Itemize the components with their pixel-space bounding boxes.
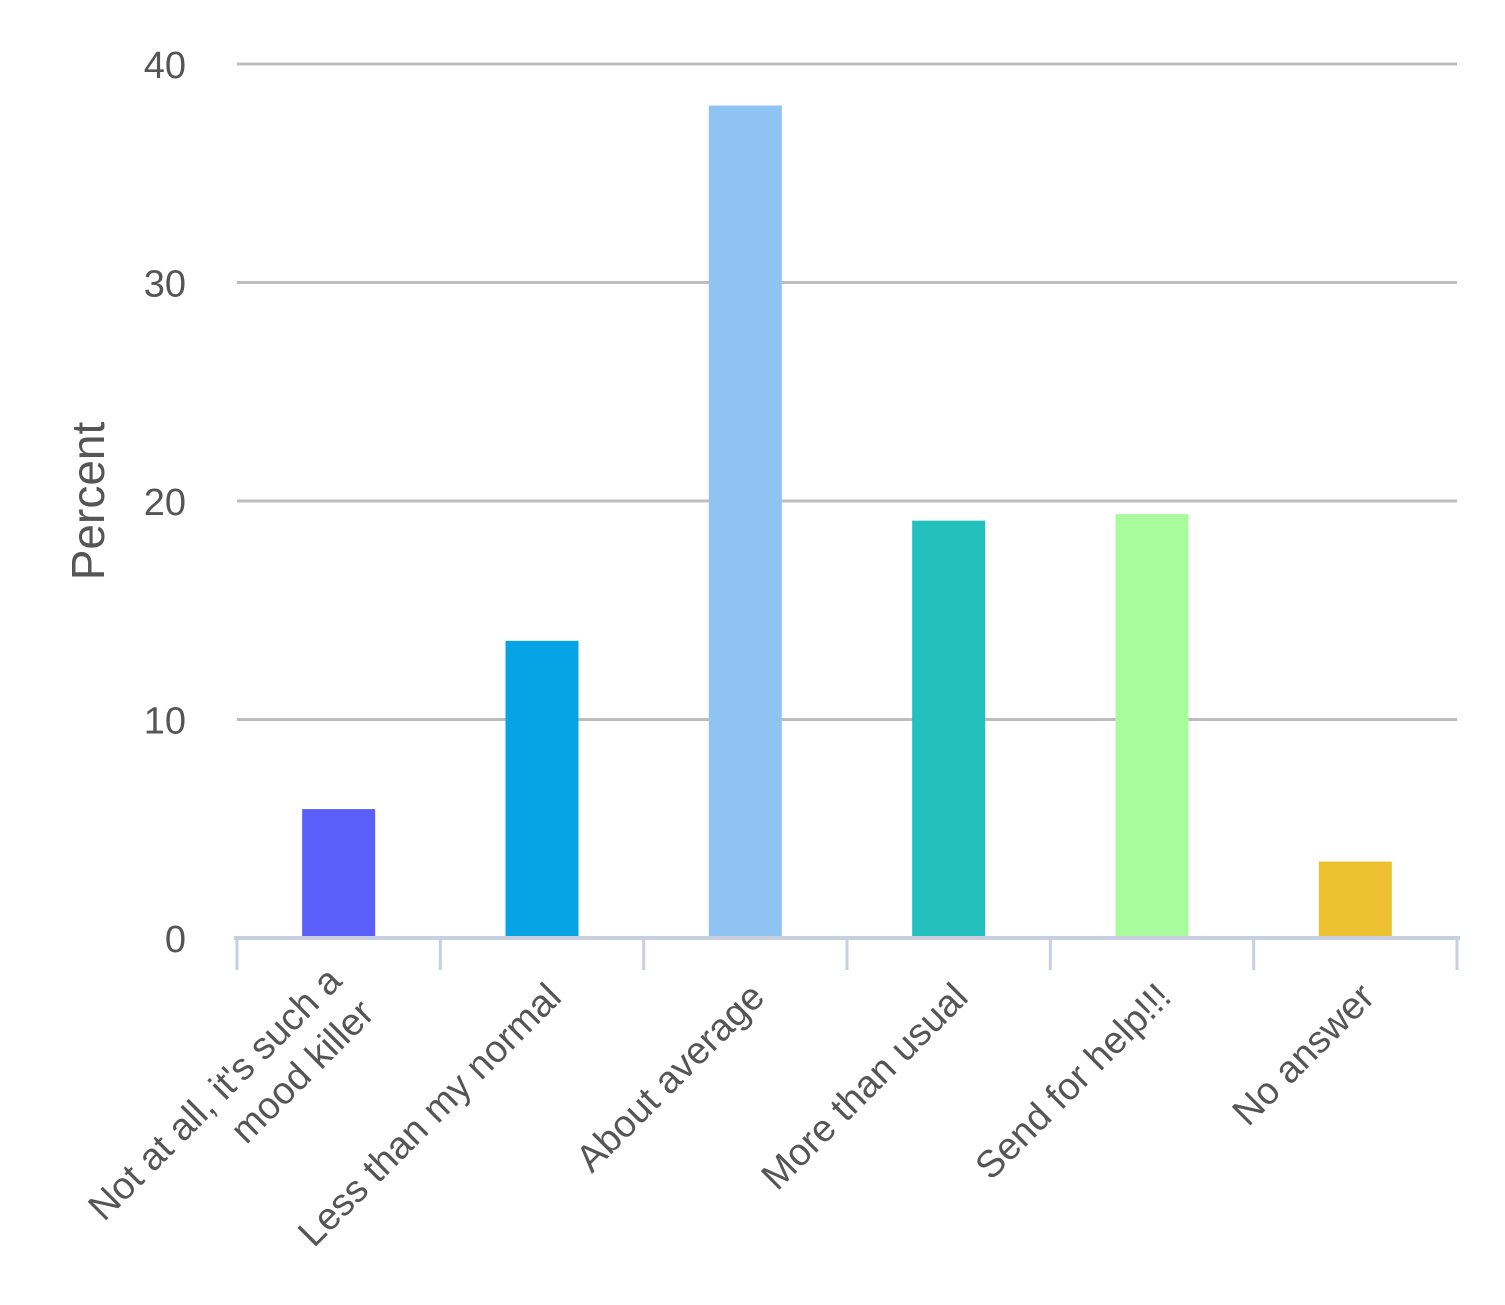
x-axis <box>234 936 1460 970</box>
bars <box>302 105 1392 938</box>
bar <box>302 809 376 938</box>
y-tick-label: 0 <box>165 919 186 961</box>
x-tick-label-line: More than usual <box>754 976 976 1198</box>
bar <box>505 640 579 938</box>
gridlines <box>237 62 1457 721</box>
x-tick-label-line: About average <box>568 976 772 1180</box>
x-tick-label-line: Send for help!!! <box>968 976 1180 1188</box>
y-tick-label: 30 <box>144 264 186 306</box>
x-tick-label: About average <box>568 976 772 1180</box>
bar <box>708 105 782 938</box>
x-tick-label-line: No answer <box>1225 976 1383 1134</box>
bar <box>1115 514 1189 938</box>
y-axis-label: Percent <box>62 422 114 581</box>
x-tick-label: Send for help!!! <box>968 976 1180 1188</box>
bar <box>912 520 986 938</box>
x-tick-label: No answer <box>1225 976 1383 1134</box>
x-tick-label: More than usual <box>754 976 976 1198</box>
y-tick-label: 10 <box>144 701 186 743</box>
bar <box>1318 861 1392 938</box>
y-axis-ticks: 0 10 20 30 40 <box>144 45 186 961</box>
y-tick-label: 40 <box>144 45 186 87</box>
y-tick-label: 20 <box>144 482 186 524</box>
